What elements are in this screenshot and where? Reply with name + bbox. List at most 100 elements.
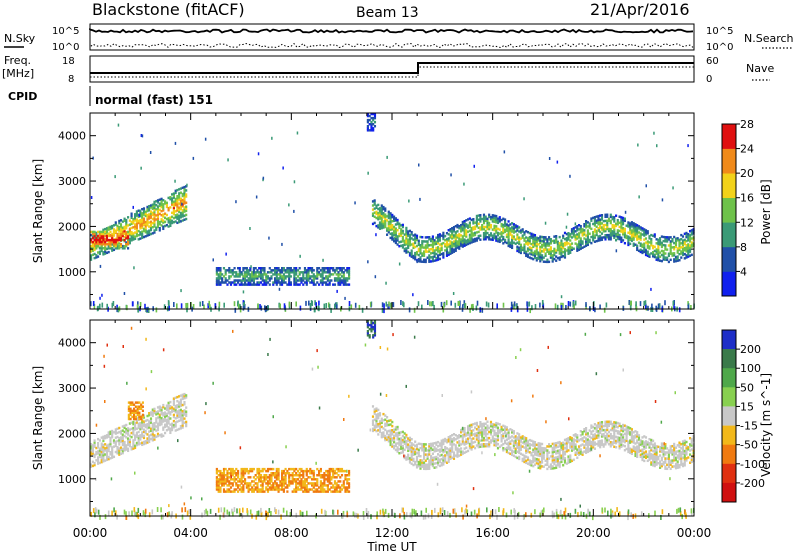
heatmap-cell xyxy=(90,463,93,466)
heatmap-cell xyxy=(225,252,227,256)
heatmap-cell xyxy=(316,281,319,284)
heatmap-cell xyxy=(217,482,220,485)
heatmap-cell xyxy=(383,303,385,309)
heatmap-cell xyxy=(332,273,335,276)
heatmap-cell xyxy=(574,226,577,229)
heatmap-cell xyxy=(530,251,533,254)
heatmap-cell xyxy=(215,283,218,286)
heatmap-cell xyxy=(337,480,340,483)
heatmap-cell xyxy=(144,226,147,230)
heatmap-cell xyxy=(258,283,261,286)
heatmap-cell xyxy=(539,247,542,251)
heatmap-cell xyxy=(133,415,136,419)
heatmap-cell xyxy=(465,229,468,232)
heatmap-cell xyxy=(172,419,175,423)
heatmap-cell xyxy=(408,459,412,462)
heatmap-cell xyxy=(97,237,100,240)
heatmap-cell xyxy=(648,235,651,238)
heatmap-cell xyxy=(477,443,480,447)
heatmap-cell xyxy=(295,478,298,481)
heatmap-cell xyxy=(91,236,94,240)
heatmap-cell xyxy=(509,245,512,249)
heatmap-cell xyxy=(444,249,447,252)
heatmap-cell xyxy=(454,245,457,248)
heatmap-cell xyxy=(495,235,498,238)
heatmap-cell xyxy=(415,253,419,256)
heatmap-cell xyxy=(134,428,137,431)
heatmap-cell xyxy=(302,484,305,487)
heatmap-cell xyxy=(498,429,501,432)
heatmap-cell xyxy=(460,234,463,237)
heatmap-cell xyxy=(569,249,572,252)
heatmap-cell xyxy=(332,490,335,493)
heatmap-cell xyxy=(396,450,399,453)
heatmap-cell xyxy=(468,444,471,448)
heatmap-cell xyxy=(311,488,314,491)
heatmap-cell xyxy=(158,415,161,419)
heatmap-cell xyxy=(403,436,406,439)
heatmap-cell xyxy=(256,277,259,280)
heatmap-cell xyxy=(622,220,625,224)
heatmap-cell xyxy=(435,443,438,446)
heatmap-cell xyxy=(377,433,380,436)
heatmap-cell xyxy=(112,234,116,237)
heatmap-cell xyxy=(378,209,382,212)
heatmap-cell xyxy=(229,469,233,473)
heatmap-cell xyxy=(186,307,188,313)
heatmap-cell xyxy=(217,486,220,489)
heatmap-cell xyxy=(548,157,551,160)
heatmap-cell xyxy=(185,205,188,208)
heatmap-cell xyxy=(137,234,140,237)
heatmap-cell xyxy=(245,267,248,270)
heatmap-cell xyxy=(477,431,480,435)
heatmap-cell xyxy=(562,244,565,248)
heatmap-cell xyxy=(178,405,181,408)
heatmap-cell xyxy=(119,440,123,443)
heatmap-cell xyxy=(330,476,333,479)
heatmap-cell xyxy=(398,437,401,441)
heatmap-cell xyxy=(171,201,174,204)
heatmap-cell xyxy=(674,237,678,240)
heatmap-cell xyxy=(274,267,277,270)
heatmap-cell xyxy=(452,230,456,233)
heatmap-cell xyxy=(137,301,139,307)
heatmap-cell xyxy=(377,425,380,428)
heatmap-cell xyxy=(690,229,693,232)
heatmap-cell xyxy=(491,228,494,231)
heatmap-cell xyxy=(549,254,552,257)
heatmap-cell xyxy=(680,238,683,241)
heatmap-cell xyxy=(137,439,140,442)
heatmap-cell xyxy=(570,246,574,249)
heatmap-cell xyxy=(134,436,137,439)
heatmap-cell xyxy=(463,300,466,306)
heatmap-cell xyxy=(460,443,463,446)
heatmap-cell xyxy=(90,443,93,446)
heatmap-cell xyxy=(396,425,399,429)
heatmap-cell xyxy=(289,275,292,278)
heatmap-cell xyxy=(445,441,449,444)
heatmap-cell xyxy=(533,252,537,255)
heatmap-cell xyxy=(291,478,294,481)
heatmap-cell xyxy=(181,211,184,214)
heatmap-cell xyxy=(474,227,477,231)
heatmap-cell xyxy=(664,252,667,255)
heatmap-cell xyxy=(408,461,412,464)
heatmap-cell xyxy=(645,184,647,188)
heatmap-cell xyxy=(238,480,241,483)
heatmap-cell xyxy=(505,428,508,431)
heatmap-cell xyxy=(426,453,429,456)
heatmap-cell xyxy=(330,490,333,493)
heatmap-cell xyxy=(384,207,387,210)
heatmap-cell xyxy=(414,235,417,238)
heatmap-cell xyxy=(98,247,101,250)
heatmap-cell xyxy=(567,252,570,255)
heatmap-cell xyxy=(333,271,337,274)
heatmap-cell xyxy=(326,283,329,286)
heatmap-cell xyxy=(226,480,229,483)
heatmap-cell xyxy=(153,208,156,212)
heatmap-cell xyxy=(104,447,107,450)
heatmap-cell xyxy=(650,242,653,245)
heatmap-cell xyxy=(605,302,608,308)
heatmap-cell xyxy=(548,250,551,253)
heatmap-cell xyxy=(178,395,181,398)
